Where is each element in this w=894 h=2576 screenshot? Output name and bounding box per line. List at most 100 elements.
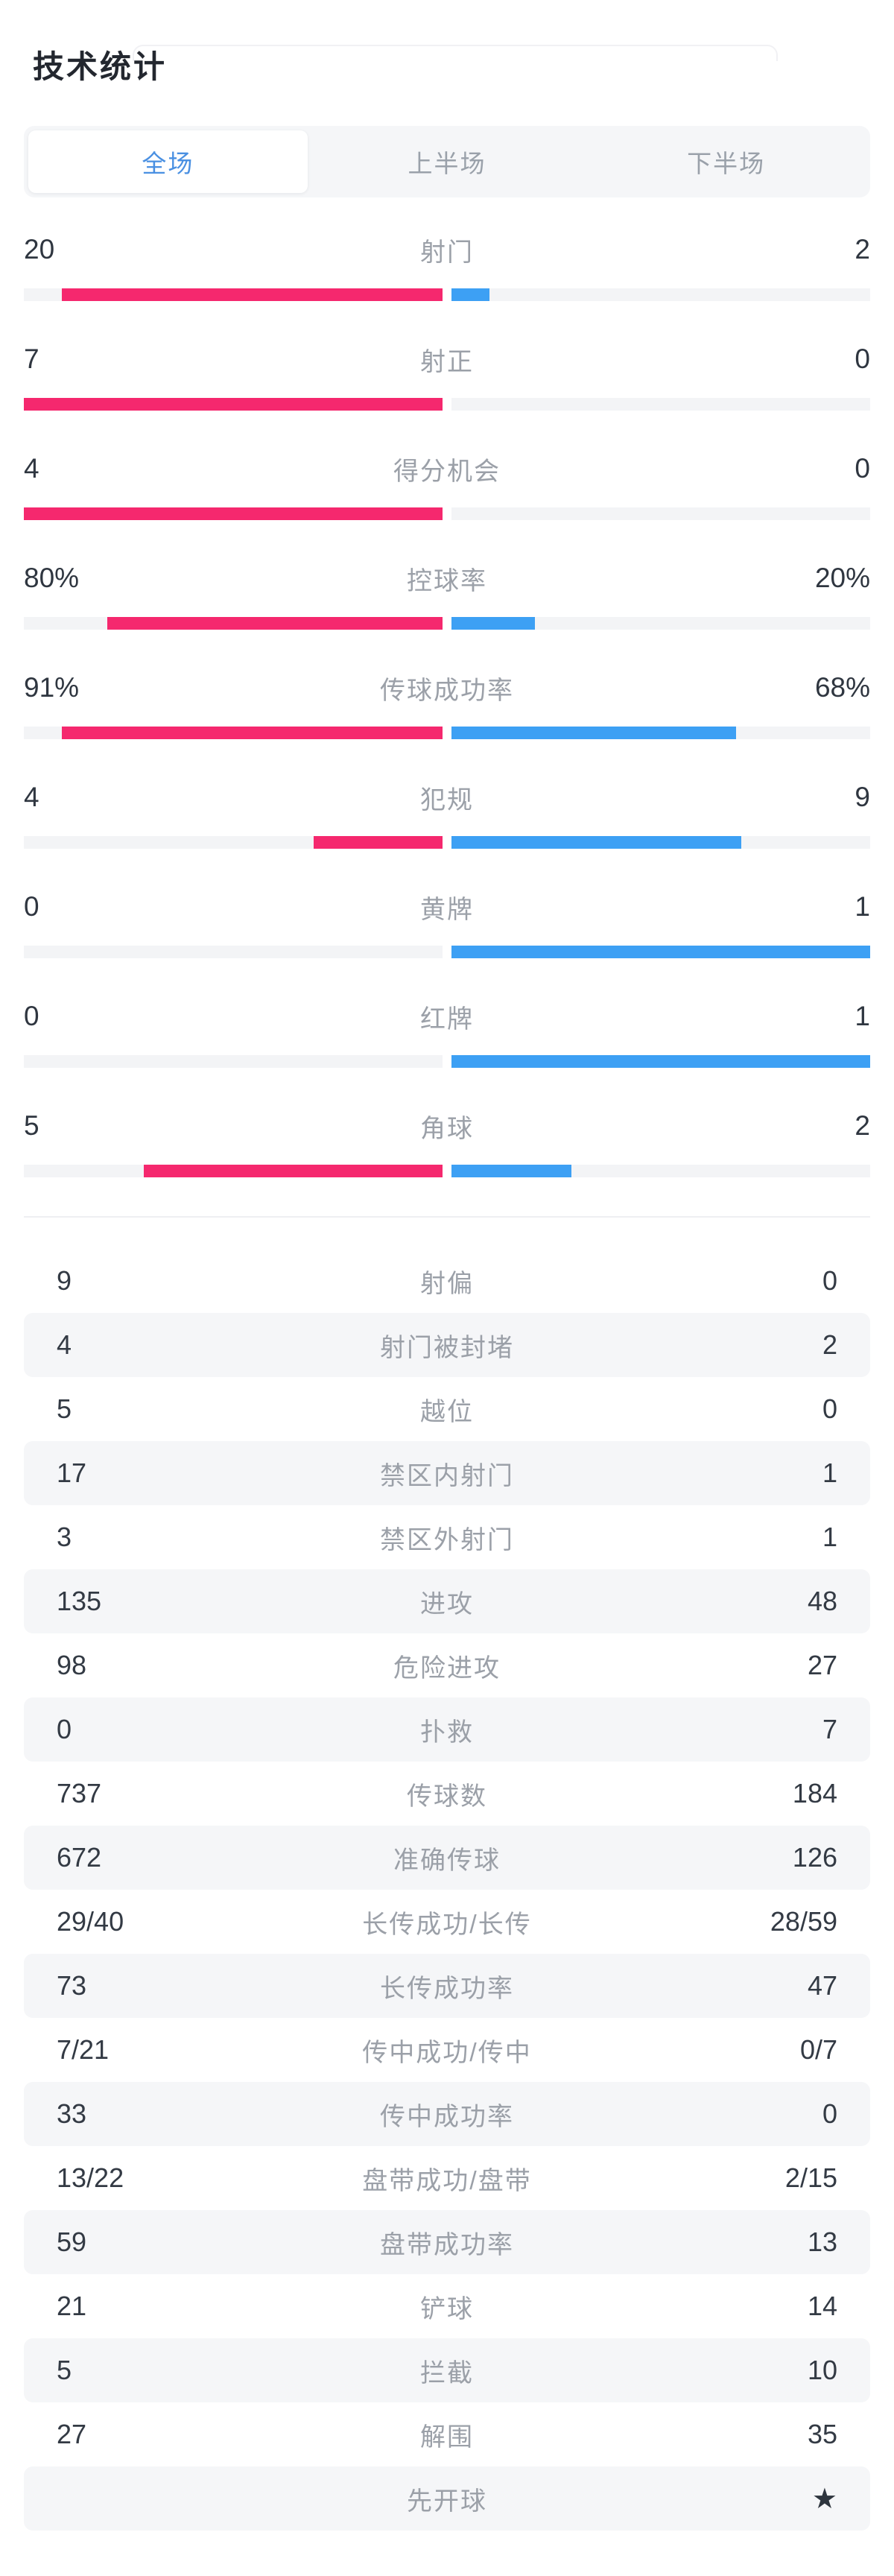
bar-stat-row: 4 得分机会 0 — [24, 449, 870, 520]
stat-bar — [24, 507, 870, 520]
home-bar-fill — [61, 727, 443, 739]
home-bar-track — [24, 727, 443, 739]
home-bar-fill — [314, 836, 443, 849]
stat-bar — [24, 836, 870, 849]
stat-label: 禁区内射门 — [380, 1461, 514, 1490]
home-value: 9 — [57, 1265, 72, 1296]
list-stat-row: 672 准确传球 126 — [24, 1826, 870, 1890]
stat-label: 射门 — [420, 238, 474, 267]
stat-label: 传球成功率 — [380, 676, 514, 705]
stat-label: 传中成功率 — [380, 2102, 514, 2131]
list-stats-section: 9 射偏 0 4 射门被封堵 2 5 越位 0 17 禁区内射门 1 3 禁区外… — [24, 1249, 870, 2531]
home-bar-track — [24, 617, 443, 630]
home-bar-fill — [24, 398, 443, 411]
away-bar-track — [451, 727, 870, 739]
away-value: 2 — [855, 1110, 870, 1141]
bar-stat-row: 80% 控球率 20% — [24, 559, 870, 630]
home-value: 91% — [24, 672, 80, 703]
home-bar-track — [24, 1055, 443, 1068]
home-value: 29/40 — [57, 1906, 124, 1937]
away-bar-fill — [451, 1165, 571, 1177]
home-bar-fill — [143, 1165, 443, 1177]
away-bar-track — [451, 507, 870, 520]
stat-label: 角球 — [420, 1114, 474, 1143]
stat-label: 射正 — [420, 347, 474, 376]
stat-label: 越位 — [420, 1397, 474, 1426]
list-stat-row: 33 传中成功率 0 — [24, 2082, 870, 2146]
home-value: 21 — [57, 2291, 87, 2321]
away-value: 68% — [814, 672, 870, 703]
away-value: 0 — [855, 453, 870, 484]
stat-label: 拦截 — [420, 2358, 474, 2387]
bar-stat-row: 4 犯规 9 — [24, 778, 870, 849]
home-value: 59 — [57, 2227, 87, 2257]
stat-label: 先开球 — [407, 2487, 487, 2516]
stat-label: 红牌 — [420, 1004, 474, 1034]
stat-label: 长传成功/长传 — [362, 1910, 532, 1939]
away-value: 0 — [822, 1393, 837, 1424]
previous-card-edge — [133, 45, 778, 61]
list-stat-row: 59 盘带成功率 13 — [24, 2210, 870, 2274]
away-value: 126 — [792, 1842, 837, 1873]
away-bar-track — [451, 288, 870, 301]
list-stat-row: 5 拦截 10 — [24, 2338, 870, 2402]
away-value: 10 — [807, 2355, 837, 2385]
home-bar-fill — [62, 288, 443, 301]
home-value: 672 — [57, 1842, 102, 1873]
home-value: 7 — [24, 344, 39, 374]
home-value: 4 — [24, 782, 39, 812]
home-bar-fill — [107, 617, 443, 630]
home-value: 33 — [57, 2098, 87, 2129]
section-divider — [24, 1216, 870, 1218]
away-value: 14 — [807, 2291, 837, 2321]
bar-stats-section: 20 射门 2 7 射正 0 4 — [24, 197, 870, 1177]
away-value: 47 — [807, 1970, 837, 2001]
list-stat-row: 737 传球数 184 — [24, 1762, 870, 1826]
stat-label: 准确传球 — [393, 1846, 501, 1875]
home-bar-track — [24, 836, 443, 849]
stat-label: 铲球 — [420, 2294, 474, 2323]
home-value: 27 — [57, 2419, 87, 2449]
home-value: 5 — [57, 1393, 72, 1424]
tab-full-match[interactable]: 全场 — [28, 130, 308, 193]
stat-bar — [24, 727, 870, 739]
home-value: 5 — [57, 2355, 72, 2385]
tab-first-half[interactable]: 上半场 — [408, 150, 486, 177]
away-value: 27 — [807, 1650, 837, 1680]
away-value: 0 — [822, 2098, 837, 2129]
away-value: 13 — [807, 2227, 837, 2257]
star-icon: ★ — [811, 2483, 837, 2515]
away-value: 9 — [855, 782, 870, 812]
away-bar-track — [451, 1055, 870, 1068]
away-bar-track — [451, 836, 870, 849]
away-bar-track — [451, 398, 870, 411]
home-value: 17 — [57, 1458, 87, 1488]
away-bar-track — [451, 946, 870, 958]
home-value: 0 — [57, 1714, 72, 1744]
stat-label: 射门被封堵 — [380, 1333, 514, 1362]
list-stat-row: 0 扑救 7 — [24, 1697, 870, 1762]
home-value: 98 — [57, 1650, 87, 1680]
away-bar-fill — [451, 617, 536, 630]
list-stat-row: 3 禁区外射门 1 — [24, 1505, 870, 1569]
away-value: 20% — [814, 563, 870, 593]
away-value: 48 — [807, 1586, 837, 1616]
home-bar-track — [24, 288, 443, 301]
list-stat-row: 9 射偏 0 — [24, 1249, 870, 1313]
stat-bar — [24, 1055, 870, 1068]
bar-stat-row: 5 角球 2 — [24, 1107, 870, 1177]
home-bar-fill — [24, 507, 443, 520]
list-stat-row: 21 铲球 14 — [24, 2274, 870, 2338]
stat-bar — [24, 617, 870, 630]
stat-label: 解围 — [420, 2422, 474, 2452]
home-value: 737 — [57, 1778, 102, 1808]
stat-label: 黄牌 — [420, 895, 474, 924]
stat-label: 盘带成功/盘带 — [362, 2166, 532, 2195]
stat-label: 禁区外射门 — [380, 1525, 514, 1554]
away-value: 0 — [855, 344, 870, 374]
tab-second-half[interactable]: 下半场 — [687, 150, 766, 177]
bar-stat-row: 0 红牌 1 — [24, 997, 870, 1068]
list-stat-row: 17 禁区内射门 1 — [24, 1441, 870, 1505]
list-stat-row: 13/22 盘带成功/盘带 2/15 — [24, 2146, 870, 2210]
stat-bar — [24, 1165, 870, 1177]
